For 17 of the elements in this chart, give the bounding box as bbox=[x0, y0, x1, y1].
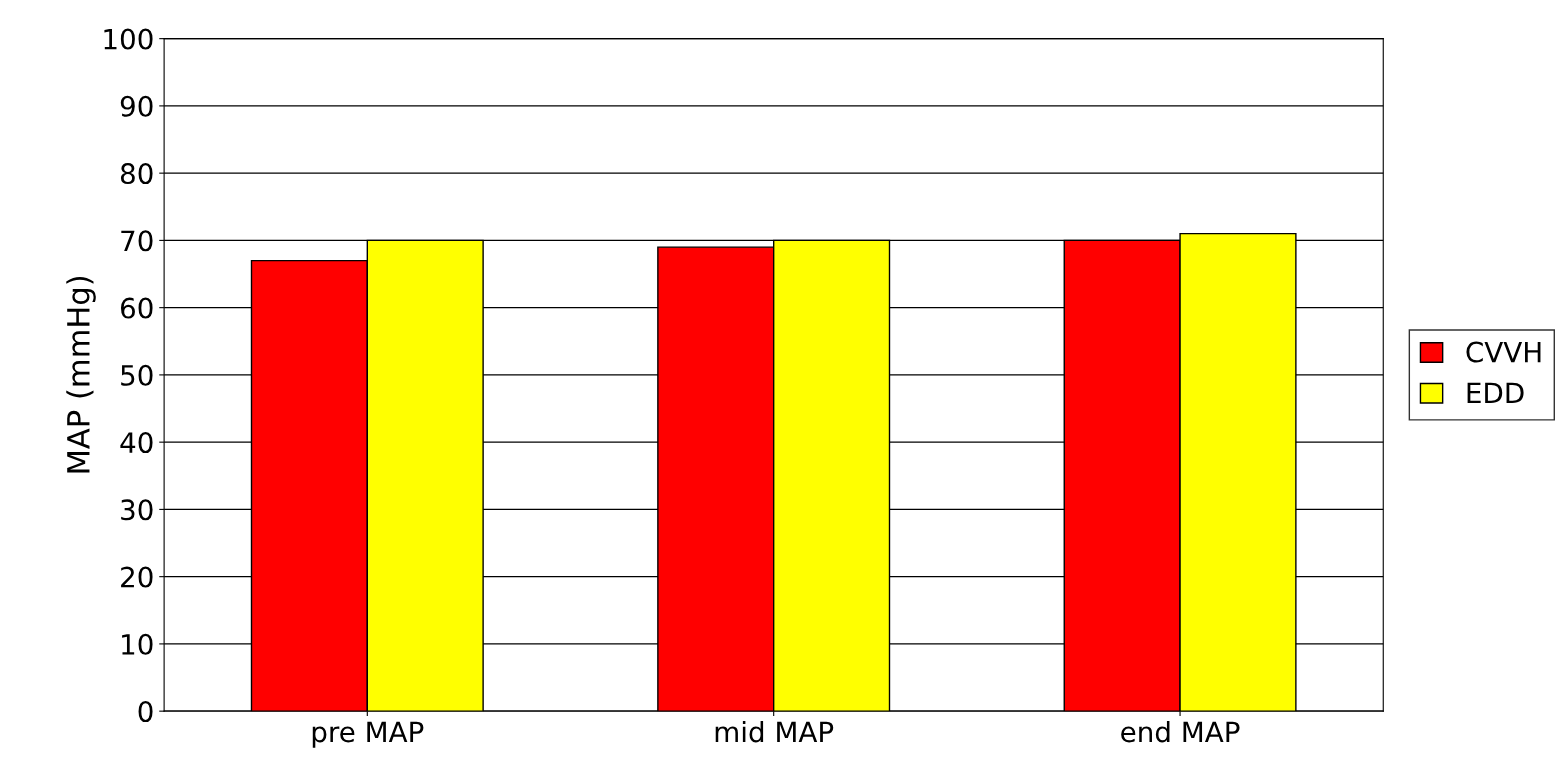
y-tick-label: 90 bbox=[120, 95, 153, 117]
y-tick-label: 60 bbox=[120, 297, 153, 319]
y-axis-title: MAP (mmHg) bbox=[66, 276, 96, 473]
y-tick-label: 20 bbox=[121, 566, 153, 588]
y-tick-label: 10 bbox=[122, 633, 153, 655]
y-tick-label: 70 bbox=[121, 230, 153, 252]
y-tick-label: 30 bbox=[121, 499, 153, 521]
y-tick-label: 0 bbox=[138, 701, 153, 723]
y-tick-label: 50 bbox=[121, 364, 153, 386]
x-tick-label: pre MAP bbox=[312, 721, 424, 748]
x-tick-label: end MAP bbox=[1121, 720, 1240, 743]
y-tick-label: 40 bbox=[120, 432, 153, 454]
legend-label: EDD bbox=[1467, 382, 1524, 403]
legend-label: CVVH bbox=[1466, 341, 1541, 363]
y-tick-label: 80 bbox=[120, 163, 153, 185]
x-tick-label: mid MAP bbox=[715, 720, 834, 743]
y-tick-label: 100 bbox=[104, 28, 153, 50]
